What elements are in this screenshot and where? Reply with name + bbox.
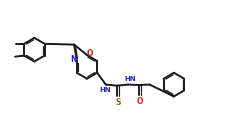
Text: O: O	[86, 49, 93, 58]
Text: HN: HN	[124, 76, 136, 82]
Text: O: O	[137, 97, 144, 106]
Text: N: N	[70, 55, 77, 64]
Text: HN: HN	[99, 87, 111, 93]
Text: S: S	[115, 98, 121, 107]
